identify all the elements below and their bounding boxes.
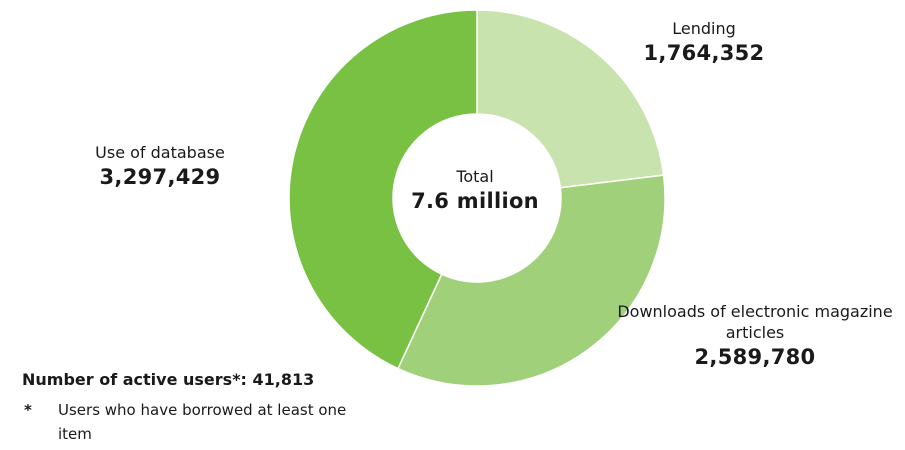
donut-slice-lending <box>476 9 665 189</box>
slice-value-lending: 1,764,352 <box>643 40 765 65</box>
slice-value-downloads: 2,589,780 <box>694 344 816 369</box>
slice-label-database: Use of database 3,297,429 <box>55 143 265 191</box>
center-total-label: Total <box>456 167 494 186</box>
donut-slice-database <box>288 9 478 370</box>
donut-slice-downloads <box>396 174 666 387</box>
donut-center-total: Total 7.6 million <box>390 167 560 215</box>
slice-value-database: 3,297,429 <box>99 164 221 189</box>
slice-name-database: Use of database <box>95 143 225 162</box>
active-users-note: Number of active users*: 41,813 <box>22 370 315 389</box>
slice-label-downloads: Downloads of electronic magazine article… <box>610 302 900 371</box>
slice-name-downloads: Downloads of electronic magazine article… <box>617 302 893 342</box>
slice-label-lending: Lending 1,764,352 <box>604 19 804 67</box>
footnote-text: Users who have borrowed at least one ite… <box>58 401 347 443</box>
footnote: * Users who have borrowed at least one i… <box>24 398 354 446</box>
slice-name-lending: Lending <box>672 19 736 38</box>
footnote-marker: * <box>24 401 32 419</box>
center-total-value: 7.6 million <box>411 188 539 213</box>
